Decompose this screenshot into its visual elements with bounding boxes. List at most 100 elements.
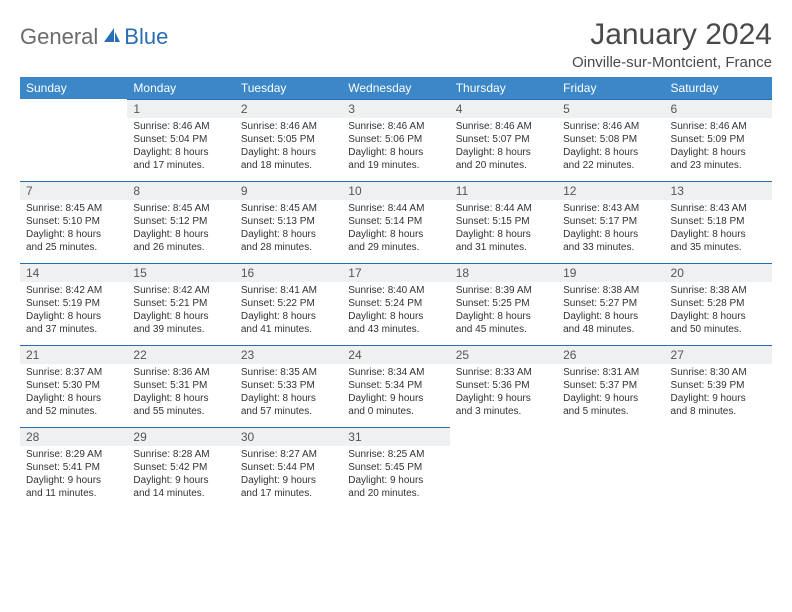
day-details: Sunrise: 8:40 AMSunset: 5:24 PMDaylight:… — [342, 282, 449, 340]
calendar-cell: 7Sunrise: 8:45 AMSunset: 5:10 PMDaylight… — [20, 181, 127, 263]
day-number: 2 — [235, 99, 342, 118]
day-details: Sunrise: 8:34 AMSunset: 5:34 PMDaylight:… — [342, 364, 449, 422]
calendar-cell: 3Sunrise: 8:46 AMSunset: 5:06 PMDaylight… — [342, 99, 449, 181]
day-details: Sunrise: 8:44 AMSunset: 5:14 PMDaylight:… — [342, 200, 449, 258]
day-number: 26 — [557, 345, 664, 364]
day-number: 19 — [557, 263, 664, 282]
calendar-cell: 14Sunrise: 8:42 AMSunset: 5:19 PMDayligh… — [20, 263, 127, 345]
day-number: 3 — [342, 99, 449, 118]
day-number: 14 — [20, 263, 127, 282]
calendar-week-row: 1Sunrise: 8:46 AMSunset: 5:04 PMDaylight… — [20, 99, 772, 181]
calendar-cell: 1Sunrise: 8:46 AMSunset: 5:04 PMDaylight… — [127, 99, 234, 181]
calendar-cell: 26Sunrise: 8:31 AMSunset: 5:37 PMDayligh… — [557, 345, 664, 427]
day-details: Sunrise: 8:43 AMSunset: 5:18 PMDaylight:… — [665, 200, 772, 258]
day-details: Sunrise: 8:39 AMSunset: 5:25 PMDaylight:… — [450, 282, 557, 340]
day-number: 20 — [665, 263, 772, 282]
day-details: Sunrise: 8:45 AMSunset: 5:12 PMDaylight:… — [127, 200, 234, 258]
location-label: Oinville-sur-Montcient, France — [572, 54, 772, 71]
day-details: Sunrise: 8:38 AMSunset: 5:27 PMDaylight:… — [557, 282, 664, 340]
calendar-cell: 11Sunrise: 8:44 AMSunset: 5:15 PMDayligh… — [450, 181, 557, 263]
day-details: Sunrise: 8:46 AMSunset: 5:06 PMDaylight:… — [342, 118, 449, 176]
weekday-header: Thursday — [450, 77, 557, 99]
day-details: Sunrise: 8:28 AMSunset: 5:42 PMDaylight:… — [127, 446, 234, 504]
month-title: January 2024 — [572, 18, 772, 52]
logo-text-blue: Blue — [124, 24, 168, 50]
calendar-cell: 18Sunrise: 8:39 AMSunset: 5:25 PMDayligh… — [450, 263, 557, 345]
day-details: Sunrise: 8:36 AMSunset: 5:31 PMDaylight:… — [127, 364, 234, 422]
day-details: Sunrise: 8:29 AMSunset: 5:41 PMDaylight:… — [20, 446, 127, 504]
day-details: Sunrise: 8:33 AMSunset: 5:36 PMDaylight:… — [450, 364, 557, 422]
calendar-cell: 12Sunrise: 8:43 AMSunset: 5:17 PMDayligh… — [557, 181, 664, 263]
calendar-cell: 21Sunrise: 8:37 AMSunset: 5:30 PMDayligh… — [20, 345, 127, 427]
day-number: 28 — [20, 427, 127, 446]
day-details: Sunrise: 8:45 AMSunset: 5:10 PMDaylight:… — [20, 200, 127, 258]
weekday-header: Saturday — [665, 77, 772, 99]
day-details: Sunrise: 8:46 AMSunset: 5:08 PMDaylight:… — [557, 118, 664, 176]
calendar-cell: 24Sunrise: 8:34 AMSunset: 5:34 PMDayligh… — [342, 345, 449, 427]
day-number: 16 — [235, 263, 342, 282]
header: General Blue January 2024 Oinville-sur-M… — [20, 18, 772, 71]
day-details: Sunrise: 8:46 AMSunset: 5:05 PMDaylight:… — [235, 118, 342, 176]
day-details: Sunrise: 8:41 AMSunset: 5:22 PMDaylight:… — [235, 282, 342, 340]
calendar-cell — [20, 99, 127, 181]
calendar-cell: 5Sunrise: 8:46 AMSunset: 5:08 PMDaylight… — [557, 99, 664, 181]
day-details: Sunrise: 8:46 AMSunset: 5:09 PMDaylight:… — [665, 118, 772, 176]
day-number: 10 — [342, 181, 449, 200]
calendar-cell: 19Sunrise: 8:38 AMSunset: 5:27 PMDayligh… — [557, 263, 664, 345]
calendar-cell — [665, 427, 772, 509]
day-details: Sunrise: 8:27 AMSunset: 5:44 PMDaylight:… — [235, 446, 342, 504]
calendar-cell — [450, 427, 557, 509]
day-details: Sunrise: 8:37 AMSunset: 5:30 PMDaylight:… — [20, 364, 127, 422]
day-number: 21 — [20, 345, 127, 364]
calendar-cell: 2Sunrise: 8:46 AMSunset: 5:05 PMDaylight… — [235, 99, 342, 181]
calendar-cell — [557, 427, 664, 509]
day-number: 30 — [235, 427, 342, 446]
day-number: 18 — [450, 263, 557, 282]
day-number: 8 — [127, 181, 234, 200]
calendar-cell: 22Sunrise: 8:36 AMSunset: 5:31 PMDayligh… — [127, 345, 234, 427]
day-number: 24 — [342, 345, 449, 364]
day-number: 9 — [235, 181, 342, 200]
calendar-cell: 13Sunrise: 8:43 AMSunset: 5:18 PMDayligh… — [665, 181, 772, 263]
calendar-cell: 30Sunrise: 8:27 AMSunset: 5:44 PMDayligh… — [235, 427, 342, 509]
calendar-cell: 4Sunrise: 8:46 AMSunset: 5:07 PMDaylight… — [450, 99, 557, 181]
calendar-week-row: 21Sunrise: 8:37 AMSunset: 5:30 PMDayligh… — [20, 345, 772, 427]
day-details: Sunrise: 8:31 AMSunset: 5:37 PMDaylight:… — [557, 364, 664, 422]
calendar-cell: 29Sunrise: 8:28 AMSunset: 5:42 PMDayligh… — [127, 427, 234, 509]
logo-sail-icon — [102, 26, 122, 49]
calendar-cell: 15Sunrise: 8:42 AMSunset: 5:21 PMDayligh… — [127, 263, 234, 345]
day-number: 23 — [235, 345, 342, 364]
day-number: 13 — [665, 181, 772, 200]
day-number: 6 — [665, 99, 772, 118]
day-number: 27 — [665, 345, 772, 364]
day-details: Sunrise: 8:42 AMSunset: 5:21 PMDaylight:… — [127, 282, 234, 340]
calendar-cell: 23Sunrise: 8:35 AMSunset: 5:33 PMDayligh… — [235, 345, 342, 427]
day-number: 15 — [127, 263, 234, 282]
calendar-week-row: 7Sunrise: 8:45 AMSunset: 5:10 PMDaylight… — [20, 181, 772, 263]
calendar-cell: 25Sunrise: 8:33 AMSunset: 5:36 PMDayligh… — [450, 345, 557, 427]
day-number: 1 — [127, 99, 234, 118]
calendar-cell: 31Sunrise: 8:25 AMSunset: 5:45 PMDayligh… — [342, 427, 449, 509]
day-details: Sunrise: 8:45 AMSunset: 5:13 PMDaylight:… — [235, 200, 342, 258]
day-details: Sunrise: 8:25 AMSunset: 5:45 PMDaylight:… — [342, 446, 449, 504]
day-details: Sunrise: 8:44 AMSunset: 5:15 PMDaylight:… — [450, 200, 557, 258]
weekday-header: Friday — [557, 77, 664, 99]
calendar-cell: 6Sunrise: 8:46 AMSunset: 5:09 PMDaylight… — [665, 99, 772, 181]
day-details: Sunrise: 8:38 AMSunset: 5:28 PMDaylight:… — [665, 282, 772, 340]
day-details: Sunrise: 8:35 AMSunset: 5:33 PMDaylight:… — [235, 364, 342, 422]
day-details: Sunrise: 8:42 AMSunset: 5:19 PMDaylight:… — [20, 282, 127, 340]
calendar-cell: 16Sunrise: 8:41 AMSunset: 5:22 PMDayligh… — [235, 263, 342, 345]
day-details: Sunrise: 8:46 AMSunset: 5:07 PMDaylight:… — [450, 118, 557, 176]
calendar-week-row: 28Sunrise: 8:29 AMSunset: 5:41 PMDayligh… — [20, 427, 772, 509]
day-number: 4 — [450, 99, 557, 118]
day-number: 22 — [127, 345, 234, 364]
day-details: Sunrise: 8:30 AMSunset: 5:39 PMDaylight:… — [665, 364, 772, 422]
calendar-cell: 10Sunrise: 8:44 AMSunset: 5:14 PMDayligh… — [342, 181, 449, 263]
day-number: 31 — [342, 427, 449, 446]
day-number: 12 — [557, 181, 664, 200]
calendar-cell: 20Sunrise: 8:38 AMSunset: 5:28 PMDayligh… — [665, 263, 772, 345]
calendar-cell: 8Sunrise: 8:45 AMSunset: 5:12 PMDaylight… — [127, 181, 234, 263]
weekday-header: Monday — [127, 77, 234, 99]
weekday-header: Wednesday — [342, 77, 449, 99]
calendar-week-row: 14Sunrise: 8:42 AMSunset: 5:19 PMDayligh… — [20, 263, 772, 345]
